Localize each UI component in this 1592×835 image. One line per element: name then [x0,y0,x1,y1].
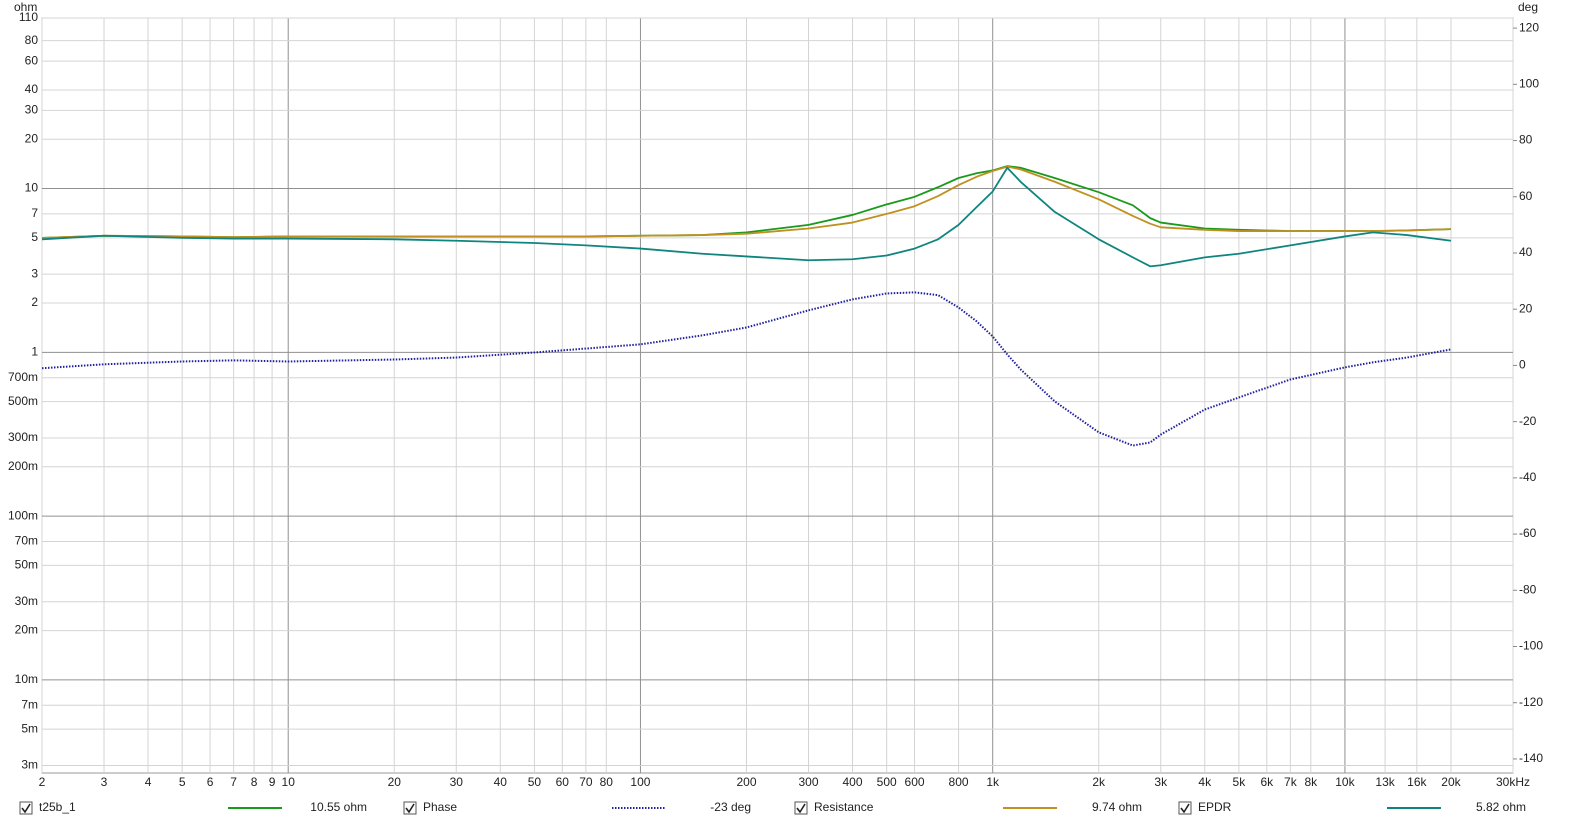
y2-tick-label: 120 [1519,20,1539,34]
y2-tick-label: 80 [1519,133,1533,147]
x-tick-label: 6 [207,775,214,789]
legend-name: EPDR [1198,800,1232,814]
legend-checkmark [1180,803,1190,814]
x-tick-label: 8 [251,775,258,789]
legend-checkmark [21,803,31,814]
y-tick-label: 30m [15,594,38,608]
y2-tick-label: -80 [1519,582,1537,596]
legend-name: Resistance [814,800,874,814]
y-tick-label: 200m [8,459,38,473]
x-tick-label: 7 [230,775,237,789]
y-tick-label: 40 [25,82,39,96]
x-tick-label: 3 [101,775,108,789]
y-axis-title: ohm [14,0,37,14]
y2-tick-label: -100 [1519,639,1543,653]
y-tick-label: 7 [31,206,38,220]
y2-tick-label: 20 [1519,301,1533,315]
x-tick-label: 2k [1092,775,1106,789]
x-tick-label: 200 [736,775,756,789]
x-tick-label: 4 [145,775,152,789]
y-tick-label: 2 [31,295,38,309]
y2-tick-label: -60 [1519,526,1537,540]
y2-tick-label: -140 [1519,751,1543,765]
y-tick-label: 60 [25,53,39,67]
legend-readout: 10.55 ohm [310,800,367,814]
y-tick-label: 5m [21,721,38,735]
y-tick-label: 20m [15,623,38,637]
y2-tick-label: 100 [1519,77,1539,91]
x-tick-label: 4k [1198,775,1212,789]
x-tick-label: 5 [179,775,186,789]
y-tick-label: 5 [31,230,38,244]
legend-name: t25b_1 [39,800,76,814]
y-tick-label: 100m [8,508,38,522]
series-line [41,291,1452,447]
y2-tick-label: -20 [1519,414,1537,428]
x-tick-label: 500 [877,775,897,789]
y-tick-label: 50m [15,558,38,572]
y2-tick-label: 40 [1519,245,1533,259]
y-tick-label: 10 [25,181,39,195]
legend-checkbox[interactable] [1178,801,1192,815]
x-tick-label: 20k [1441,775,1461,789]
x-tick-label: 30kHz [1496,775,1530,789]
y-tick-label: 70m [15,534,38,548]
x-tick-label: 80 [600,775,614,789]
y-tick-label: 700m [8,370,38,384]
legend-checkbox[interactable] [19,801,33,815]
y2-axis-title: deg [1518,0,1538,14]
series-line [41,165,1451,239]
series-line [41,166,1452,268]
y2-tick-label: 0 [1519,358,1526,372]
x-tick-label: 800 [949,775,969,789]
x-tick-label: 3k [1154,775,1168,789]
x-tick-label: 50 [528,775,542,789]
x-tick-label: 16k [1407,775,1427,789]
x-tick-label: 600 [905,775,925,789]
plot-area [41,17,1514,774]
y-tick-label: 110 [19,10,38,24]
x-tick-label: 60 [556,775,570,789]
y-tick-label: 1 [31,344,38,358]
x-tick-label: 100 [630,775,650,789]
y-tick-label: 20 [25,131,39,145]
y2-tick-label: 60 [1519,189,1533,203]
legend-readout: 5.82 ohm [1476,800,1526,814]
x-tick-label: 70 [579,775,593,789]
legend-checkmark [796,803,806,814]
x-tick-label: 7k [1284,775,1298,789]
legend-readout: 9.74 ohm [1092,800,1142,814]
legend-name: Phase [423,800,457,814]
legend-readout: -23 deg [710,800,751,814]
x-tick-label: 400 [843,775,863,789]
x-tick-label: 5k [1233,775,1247,789]
x-tick-label: 8k [1304,775,1318,789]
legend-checkbox[interactable] [403,801,417,815]
y-tick-label: 3 [31,266,38,280]
y-tick-label: 10m [15,672,38,686]
x-tick-label: 20 [388,775,402,789]
y-tick-label: 80 [25,33,39,47]
y2-tick-label: -120 [1519,695,1543,709]
x-tick-label: 9 [269,775,276,789]
y-tick-label: 3m [21,758,38,772]
x-tick-label: 6k [1260,775,1274,789]
x-tick-label: 2 [39,775,46,789]
legend-checkbox[interactable] [794,801,808,815]
x-tick-label: 10 [282,775,296,789]
y2-tick-label: -40 [1519,470,1537,484]
x-tick-label: 1k [986,775,1000,789]
x-tick-label: 13k [1375,775,1395,789]
legend-checkmark [405,803,415,814]
y-tick-label: 300m [8,430,38,444]
x-tick-label: 10k [1335,775,1355,789]
x-tick-label: 40 [494,775,508,789]
y-tick-label: 30 [25,103,39,117]
y-tick-label: 7m [21,697,38,711]
y-tick-label: 500m [8,394,38,408]
x-tick-label: 300 [798,775,818,789]
x-tick-label: 30 [450,775,464,789]
